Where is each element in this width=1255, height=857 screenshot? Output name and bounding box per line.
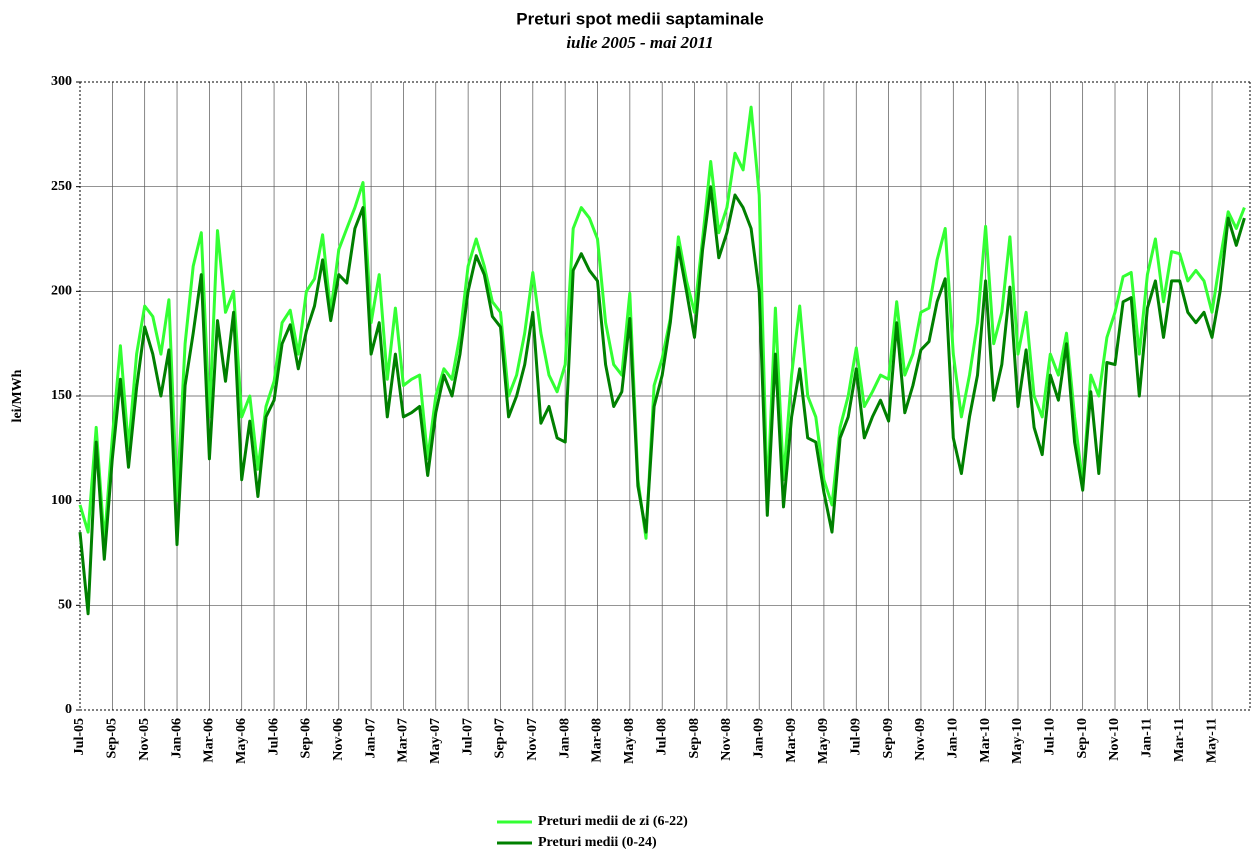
- x-tick-label: Jul-05: [72, 718, 87, 755]
- x-tick-label: Sep-07: [493, 718, 508, 758]
- x-tick-label: Jul-07: [460, 718, 475, 755]
- y-tick-label: 300: [51, 74, 72, 89]
- x-tick-label: Jul-06: [266, 718, 281, 755]
- x-tick-label: Nov-07: [525, 718, 540, 761]
- x-tick-label: May-07: [428, 718, 443, 764]
- chart-subtitle: iulie 2005 - mai 2011: [566, 33, 713, 52]
- legend-label: Preturi medii de zi (6-22): [538, 814, 688, 829]
- legend-label: Preturi medii (0-24): [538, 835, 657, 850]
- x-tick-label: Mar-09: [784, 718, 799, 763]
- x-tick-label: Nov-05: [137, 718, 152, 761]
- series-line: [78, 105, 1246, 544]
- y-axis-label: lei/MWh: [10, 369, 25, 422]
- x-tick-label: Jan-07: [363, 718, 378, 758]
- y-tick-label: 150: [51, 388, 72, 403]
- y-tick-label: 0: [65, 702, 72, 717]
- x-tick-label: Mar-07: [396, 718, 411, 763]
- x-tick-label: Sep-08: [687, 718, 702, 758]
- x-tick-label: Jan-06: [169, 718, 184, 758]
- x-tick-label: Mar-08: [590, 718, 605, 763]
- x-tick-label: Nov-09: [913, 718, 928, 761]
- x-tick-label: Sep-05: [105, 718, 120, 758]
- y-tick-label: 100: [51, 493, 72, 508]
- x-tick-label: Nov-08: [719, 718, 734, 761]
- x-tick-label: Sep-06: [299, 718, 314, 758]
- x-tick-label: May-06: [234, 718, 249, 764]
- series-line: [78, 185, 1246, 616]
- x-tick-label: Jan-08: [557, 718, 572, 758]
- y-tick-label: 250: [51, 179, 72, 194]
- x-tick-label: May-08: [622, 718, 637, 764]
- x-tick-label: Jul-08: [654, 718, 669, 755]
- x-tick-label: May-10: [1010, 718, 1025, 764]
- x-tick-label: Jan-10: [946, 718, 961, 758]
- x-tick-label: Sep-10: [1075, 718, 1090, 758]
- x-tick-label: Jul-10: [1043, 718, 1058, 755]
- x-tick-label: Mar-06: [202, 718, 217, 763]
- x-tick-label: May-11: [1204, 718, 1219, 763]
- x-tick-label: May-09: [816, 718, 831, 764]
- x-tick-label: Mar-11: [1172, 718, 1187, 762]
- x-tick-label: Jan-09: [751, 718, 766, 758]
- x-tick-label: Sep-09: [881, 718, 896, 758]
- chart-title: Preturi spot medii saptaminale: [516, 9, 764, 28]
- x-tick-label: Jul-09: [848, 718, 863, 755]
- x-tick-label: Mar-10: [978, 718, 993, 763]
- x-tick-label: Nov-06: [331, 718, 346, 761]
- x-tick-label: Nov-10: [1107, 718, 1122, 761]
- y-tick-label: 200: [51, 284, 72, 299]
- x-tick-label: Jan-11: [1140, 718, 1155, 758]
- y-tick-label: 50: [58, 598, 72, 613]
